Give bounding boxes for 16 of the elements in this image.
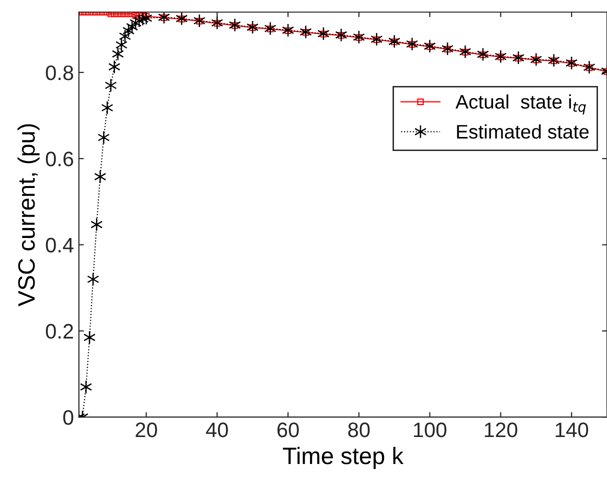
x-tick-label: 120 [484,422,518,438]
x-tick-label: 140 [556,422,588,438]
x-tick-label: 100 [414,422,446,438]
x-tick-label: 20 [136,422,158,438]
x-axis-title: Time step k [282,446,404,469]
y-tick-label: 0.2 [46,324,74,339]
legend-label: Estimated state [457,124,589,139]
y-tick-label: 0.4 [46,238,74,253]
y-tick-label: 0 [63,410,74,425]
y-tick-label: 0.8 [46,65,74,80]
x-tick-label: 80 [348,422,370,438]
x-tick-label: 40 [206,422,228,438]
y-axis-title: VSC current, (pu) [18,124,40,306]
legend-label: Actual state i$_{tq}$ [456,94,586,115]
x-tick-label: 60 [277,422,299,438]
y-tick-label: 0.6 [46,152,74,166]
